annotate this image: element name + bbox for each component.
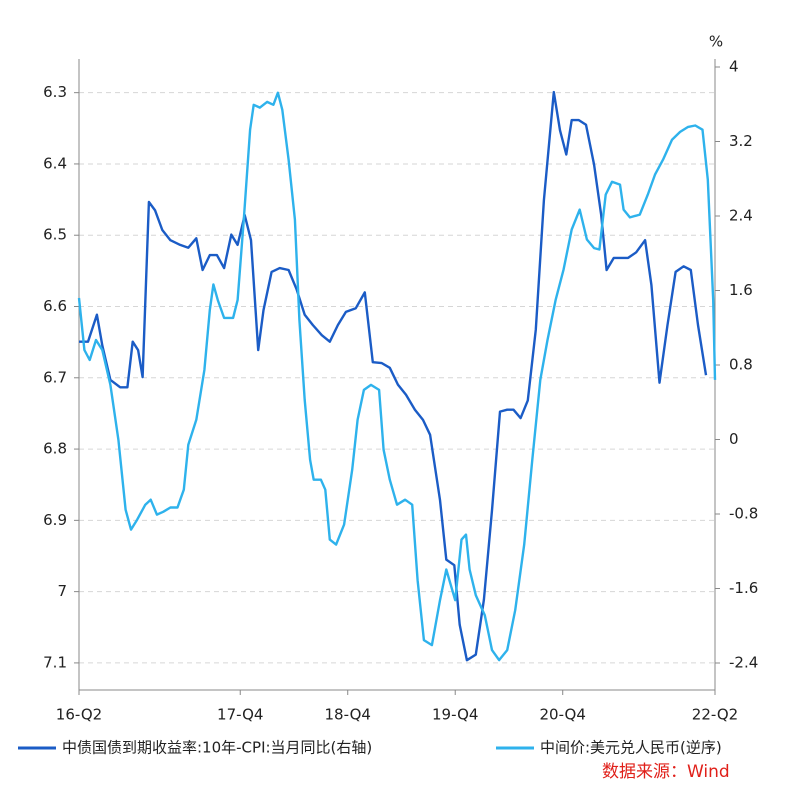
y2-tick-label: 0.8	[729, 355, 753, 373]
y2-unit: %	[709, 33, 723, 51]
x-tick-label: 16-Q2	[56, 706, 102, 724]
x-tick-label: 17-Q4	[217, 706, 263, 724]
y2-tick-label: 4	[729, 58, 739, 76]
y-tick-label: 6.4	[43, 154, 67, 172]
legend-label: 中间价:美元兑人民币(逆序)	[540, 739, 722, 757]
y-tick-label: 7	[57, 582, 67, 600]
series-line	[79, 92, 706, 660]
x-tick-label: 22-Q2	[692, 706, 738, 724]
source-note: 数据来源：Wind	[602, 762, 730, 782]
y2-tick-label: 1.6	[729, 281, 753, 299]
y2-tick-label: 0	[729, 430, 739, 448]
y-tick-label: 6.8	[43, 440, 67, 458]
y-tick-label: 7.1	[43, 653, 67, 671]
legend-label: 中债国债到期收益率:10年-CPI:当月同比(右轴)	[62, 739, 372, 757]
y-tick-label: 6.9	[43, 511, 67, 529]
x-tick-label: 19-Q4	[432, 706, 478, 724]
y2-tick-label: 2.4	[729, 206, 753, 224]
chart: % 6.3 6.4 6.5 6.6 6.7 6.8 6.9 7 7.1 4 3.2 2.4 1.6 0.8…	[0, 0, 804, 794]
x-tick-label: 18-Q4	[325, 706, 371, 724]
series-line	[79, 93, 715, 660]
y-tick-label: 6.7	[43, 368, 67, 386]
y2-tick-label: -0.8	[729, 504, 758, 522]
y-tick-label: 6.5	[43, 226, 67, 244]
y2-tick-label: 3.2	[729, 132, 753, 150]
y-tick-label: 6.6	[43, 297, 67, 315]
y2-tick-label: -2.4	[729, 653, 758, 671]
x-tick-label: 20-Q4	[540, 706, 586, 724]
y2-tick-label: -1.6	[729, 579, 758, 597]
y-tick-label: 6.3	[43, 83, 67, 101]
